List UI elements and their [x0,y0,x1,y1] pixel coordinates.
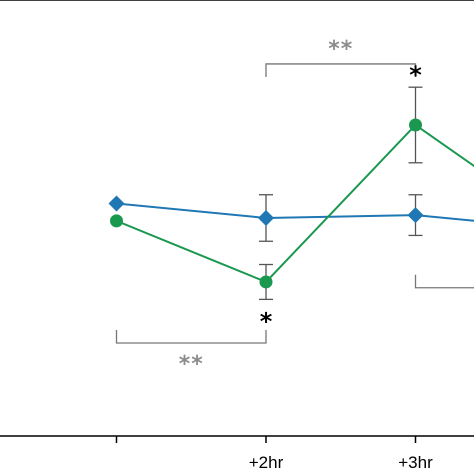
significance-bracket [115,329,267,344]
x-tick-label: +3hr [398,453,433,472]
series-group [108,86,474,301]
significance-label: ** [328,37,353,62]
data-point-diamond [108,195,125,212]
series-line [116,123,474,284]
point-significance-mark: * [409,61,422,89]
significance-label: ** [179,352,204,377]
significance-bracket [414,274,474,289]
data-point-circle [409,118,422,132]
data-point-circle [259,275,273,289]
x-tick-label: +2hr [249,453,284,472]
point-significance-mark: * [260,307,273,335]
tick-labels: +2hr +3hr * * [249,61,433,472]
data-point-circle [110,214,123,228]
data-point-diamond [407,207,424,224]
significance-brackets: ****** [115,37,474,377]
significance-bracket [265,63,417,77]
axes [0,0,474,443]
data-point-diamond [258,210,274,226]
